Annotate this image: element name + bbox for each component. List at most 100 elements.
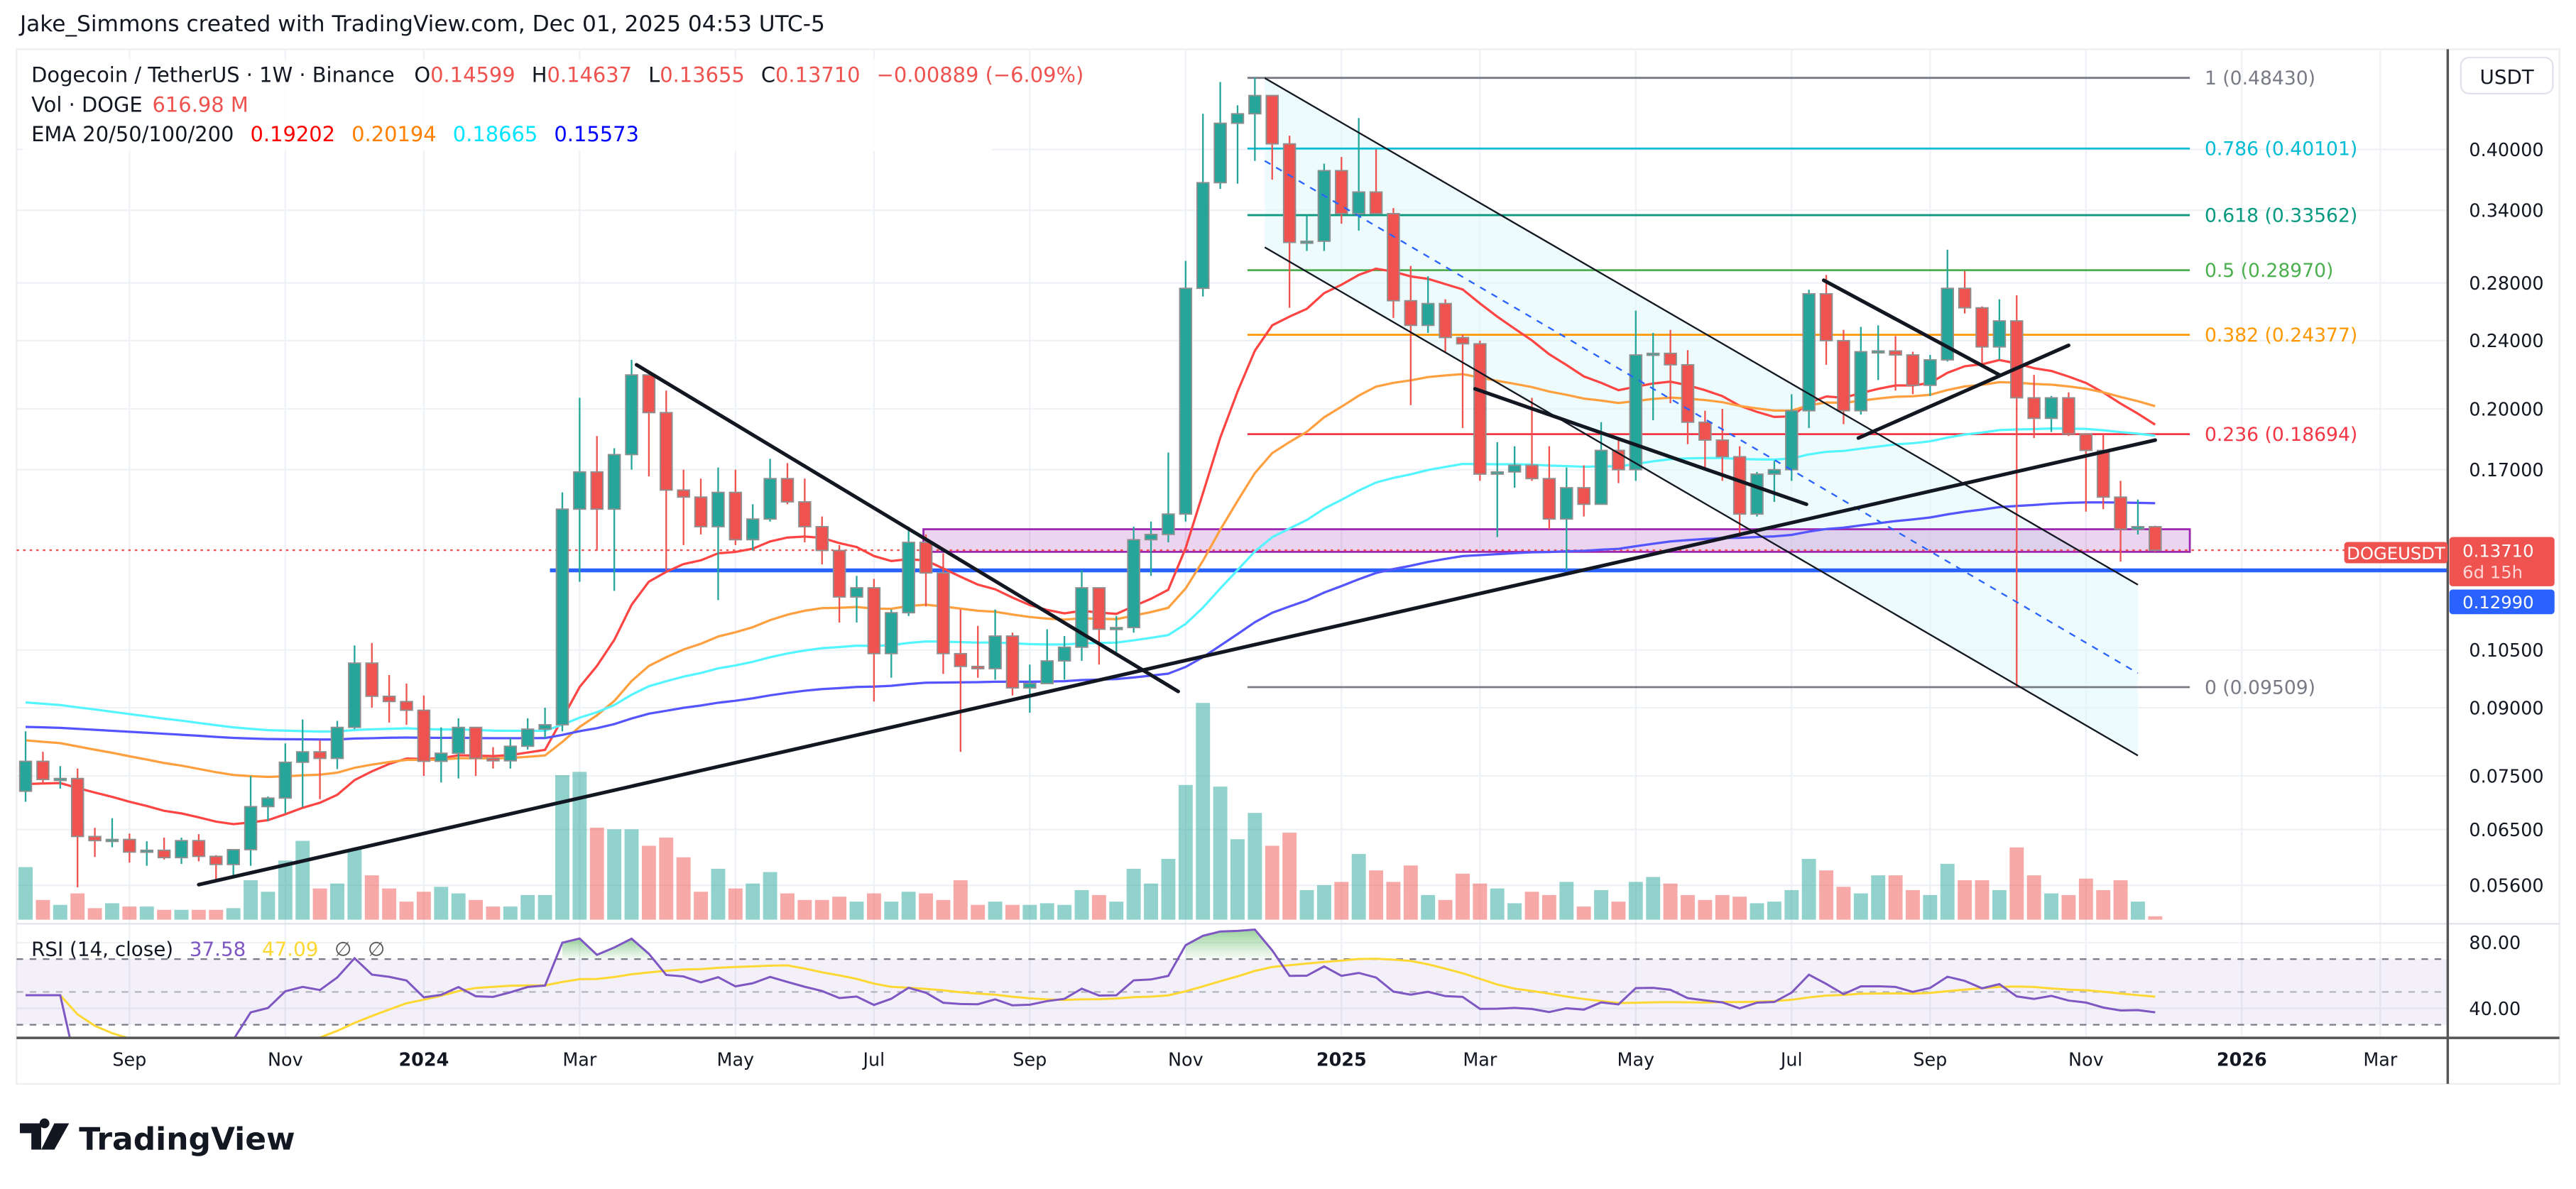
candle[interactable]: [1992, 299, 2007, 360]
candle[interactable]: [832, 544, 846, 623]
candle[interactable]: [954, 609, 968, 752]
candle[interactable]: [1629, 310, 1643, 481]
candle[interactable]: [1507, 446, 1522, 488]
candle[interactable]: [261, 796, 275, 821]
candle[interactable]: [590, 436, 604, 551]
candle[interactable]: [1456, 334, 1470, 429]
channel-upper-line[interactable]: [1264, 77, 2139, 586]
trendline[interactable]: [1822, 278, 2002, 377]
candle[interactable]: [1698, 410, 1712, 468]
candle[interactable]: [1577, 465, 1590, 517]
channel-lower-line[interactable]: [1264, 246, 2139, 757]
candle[interactable]: [365, 642, 378, 708]
candle[interactable]: [2096, 434, 2110, 510]
candle[interactable]: [278, 743, 293, 813]
candle[interactable]: [140, 841, 153, 866]
candle[interactable]: [209, 855, 223, 882]
price-axis[interactable]: 0.40000 0.34000 0.28000 0.24000 0.20000 0.170…: [2469, 139, 2543, 1019]
candle[interactable]: [2079, 433, 2093, 512]
candle[interactable]: [1317, 163, 1331, 251]
candle[interactable]: [1525, 398, 1539, 481]
candle[interactable]: [1542, 446, 1556, 530]
candle[interactable]: [2114, 481, 2127, 562]
candle[interactable]: [1664, 329, 1677, 404]
candle[interactable]: [607, 448, 621, 591]
candle[interactable]: [244, 776, 258, 866]
candle[interactable]: [694, 478, 708, 535]
candle[interactable]: [295, 719, 310, 808]
candle[interactable]: [2044, 395, 2058, 432]
candle[interactable]: [937, 553, 950, 674]
candle[interactable]: [2027, 375, 2041, 439]
candle[interactable]: [1732, 446, 1747, 537]
candle[interactable]: [1923, 355, 1937, 396]
candle[interactable]: [520, 718, 535, 750]
candle[interactable]: [53, 766, 67, 789]
candle[interactable]: [763, 459, 777, 522]
candle[interactable]: [348, 645, 361, 730]
candle[interactable]: [780, 463, 795, 505]
candle[interactable]: [2062, 392, 2075, 437]
trendline[interactable]: [634, 363, 1180, 694]
candle[interactable]: [2131, 499, 2145, 535]
candle[interactable]: [1162, 452, 1175, 543]
candle[interactable]: [417, 695, 431, 777]
candle[interactable]: [175, 838, 188, 864]
candle[interactable]: [486, 747, 500, 769]
candle[interactable]: [815, 516, 829, 565]
candle[interactable]: [1352, 118, 1365, 231]
candle[interactable]: [988, 609, 1002, 680]
candle[interactable]: [70, 768, 84, 888]
candle[interactable]: [1213, 82, 1227, 190]
rsi-pane[interactable]: [16, 928, 2448, 1073]
candle[interactable]: [573, 398, 586, 582]
candle[interactable]: [400, 683, 413, 725]
candle[interactable]: [1819, 275, 1833, 365]
candle[interactable]: [313, 740, 327, 799]
candle[interactable]: [1127, 526, 1140, 633]
candle[interactable]: [1941, 249, 1954, 362]
candle[interactable]: [1802, 290, 1816, 429]
time-axis[interactable]: Sep Nov 2024 Mar May Jul Sep Nov 2025 Mar May Jul Se…: [112, 1048, 2398, 1070]
candle[interactable]: [1369, 149, 1383, 214]
legend-ema[interactable]: EMA 20/50/100/200 0.19202 0.20194 0.1866…: [31, 122, 639, 146]
candle[interactable]: [677, 469, 690, 545]
candle[interactable]: [1439, 299, 1452, 352]
candle[interactable]: [1404, 265, 1418, 405]
candle[interactable]: [36, 752, 50, 784]
candle[interactable]: [2149, 525, 2162, 552]
candle[interactable]: [1144, 521, 1158, 576]
drawings-front[interactable]: 1 (0.48430) 0.786 (0.40101) 0.618 (0.33562…: [197, 67, 2357, 887]
candle[interactable]: [503, 738, 518, 769]
symbol-title[interactable]: Dogecoin / TetherUS · 1W · Binance: [31, 63, 394, 87]
candle[interactable]: [1906, 351, 1920, 395]
candle[interactable]: [1196, 114, 1210, 297]
candle[interactable]: [1473, 340, 1487, 481]
candle[interactable]: [798, 478, 812, 543]
trendline[interactable]: [1473, 387, 1808, 506]
candle[interactable]: [1179, 261, 1193, 522]
candle[interactable]: [435, 727, 448, 783]
candle[interactable]: [1975, 306, 1989, 363]
candle[interactable]: [1023, 664, 1037, 713]
candle[interactable]: [746, 504, 760, 551]
candle[interactable]: [227, 848, 240, 877]
candle[interactable]: [123, 833, 136, 863]
candle[interactable]: [382, 675, 396, 723]
candle[interactable]: [1750, 471, 1764, 517]
candle[interactable]: [919, 534, 933, 607]
channel-middle-line[interactable]: [1264, 160, 2139, 674]
candle[interactable]: [1889, 336, 1902, 391]
candle[interactable]: [1300, 214, 1314, 251]
candle[interactable]: [1057, 636, 1071, 680]
candle[interactable]: [1560, 467, 1573, 571]
candle[interactable]: [1040, 629, 1054, 684]
candle[interactable]: [1958, 270, 1972, 314]
candle[interactable]: [1335, 157, 1348, 224]
candle[interactable]: [1594, 422, 1608, 505]
candle[interactable]: [1715, 408, 1729, 481]
trendline[interactable]: [197, 438, 2157, 887]
candle[interactable]: [711, 467, 725, 601]
candle[interactable]: [1854, 327, 1868, 415]
candle[interactable]: [157, 838, 171, 860]
